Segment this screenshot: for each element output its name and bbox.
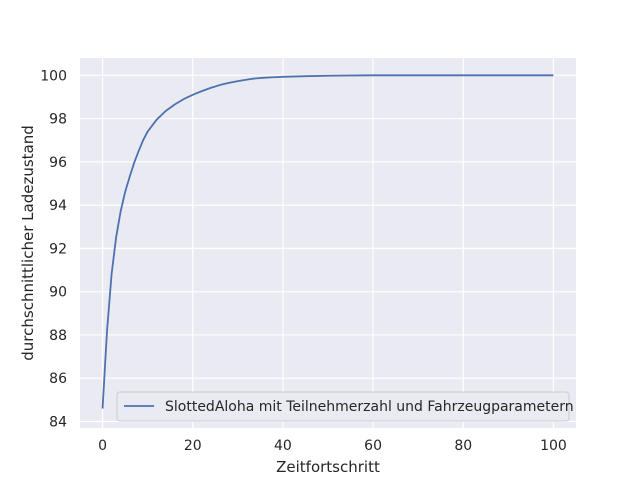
series-layer <box>101 74 554 409</box>
legend: SlottedAloha mit Teilnehmerzahl und Fahr… <box>116 391 574 422</box>
y-tick-label: 100 <box>40 68 67 84</box>
y-tick-label: 90 <box>49 285 67 301</box>
x-tick-label: 40 <box>274 438 292 454</box>
y-tick-label: 94 <box>49 198 67 214</box>
legend-label: SlottedAloha mit Teilnehmerzahl und Fahr… <box>165 399 574 415</box>
y-tick-labels: 84 86 88 90 92 94 96 98 100 <box>40 68 67 430</box>
grid-lines <box>80 58 576 428</box>
y-tick-label: 88 <box>49 328 67 344</box>
y-tick-label: 96 <box>49 155 67 171</box>
legend-box <box>116 391 570 422</box>
y-tick-label: 86 <box>49 371 67 387</box>
y-tick-label: 92 <box>49 241 67 257</box>
x-tick-label: 100 <box>540 438 567 454</box>
x-axis-label: Zeitfortschritt <box>276 458 380 476</box>
y-tick-label: 84 <box>49 415 67 431</box>
y-axis-label: durchschnittlicher Ladezustand <box>19 125 37 360</box>
x-tick-label: 20 <box>184 438 202 454</box>
series-line-0 <box>101 74 554 409</box>
x-tick-label: 0 <box>98 438 107 454</box>
y-tick-label: 98 <box>49 112 67 128</box>
x-tick-label: 80 <box>454 438 472 454</box>
x-tick-labels: 0 20 40 60 80 100 <box>98 438 567 454</box>
plot-background <box>80 58 576 428</box>
x-tick-label: 60 <box>364 438 382 454</box>
